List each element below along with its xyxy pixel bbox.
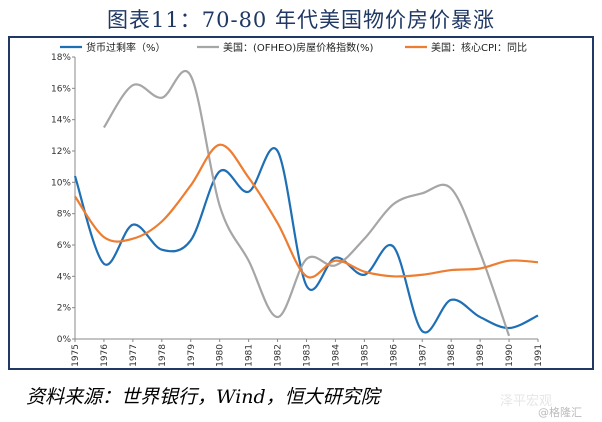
- x-tick-label: 1975: [71, 344, 81, 367]
- axes: 0% 2% 4% 6% 8% 10% 12% 14% 16% 18% 1975 1976 1977 197…: [51, 53, 544, 367]
- x-tick-label: 1982: [274, 344, 284, 367]
- x-tick-label: 1987: [418, 344, 428, 367]
- x-tick-label: 1989: [476, 344, 486, 367]
- x-tick-label: 1978: [158, 344, 168, 367]
- x-tick-label: 1980: [216, 344, 226, 367]
- source-note: 资料来源：世界银行，Wind，恒大研究院: [26, 386, 380, 408]
- chart-frame: [8, 36, 594, 370]
- x-tick-label: 1990: [505, 344, 515, 367]
- x-tick-label: 1979: [187, 344, 197, 367]
- x-tick-label: 1985: [360, 344, 370, 367]
- y-tick-label: 6%: [57, 241, 72, 251]
- watermark: 泽平宏观: [500, 394, 553, 409]
- legend-label-3: 美国：核心CPI：同比: [431, 41, 527, 54]
- x-tick-label: 1981: [245, 344, 255, 367]
- y-tick-label: 4%: [57, 272, 72, 282]
- x-tick-label: 1976: [100, 344, 110, 367]
- x-tick-label: 1977: [129, 344, 139, 367]
- legend-label-1: 货币过剩率（%）: [86, 41, 166, 54]
- page-title: 图表11：70-80 年代美国物价房价暴涨: [107, 8, 495, 32]
- x-tick-label: 1984: [331, 344, 341, 367]
- legend: 货币过剩率（%） 美国：(OFHEO)房屋价格指数(%) 美国：核心CPI：同比: [60, 41, 527, 54]
- x-tick-label: 1986: [389, 344, 399, 367]
- series-line-3: [74, 143, 539, 279]
- series-group: [73, 70, 539, 337]
- watermark-handle: @格隆汇: [538, 406, 582, 419]
- line-chart: 0% 2% 4% 6% 8% 10% 12% 14% 16% 18% 1975 1976 1977 197…: [51, 41, 544, 367]
- y-tick-label: 2%: [57, 304, 72, 314]
- x-tick-label: 1983: [303, 344, 313, 367]
- y-tick-label: 14%: [51, 116, 71, 126]
- y-tick-label: 10%: [51, 178, 71, 188]
- legend-label-2: 美国：(OFHEO)房屋价格指数(%): [223, 41, 374, 54]
- y-tick-label: 0%: [57, 335, 72, 345]
- series-line-2: [103, 70, 511, 337]
- series-line-1: [73, 147, 539, 334]
- x-tick-label: 1988: [447, 344, 457, 367]
- y-tick-label: 8%: [57, 210, 72, 220]
- y-tick-label: 12%: [51, 147, 71, 157]
- y-tick-label: 18%: [51, 53, 71, 63]
- x-tick-label: 1991: [534, 344, 544, 367]
- y-tick-label: 16%: [51, 84, 71, 94]
